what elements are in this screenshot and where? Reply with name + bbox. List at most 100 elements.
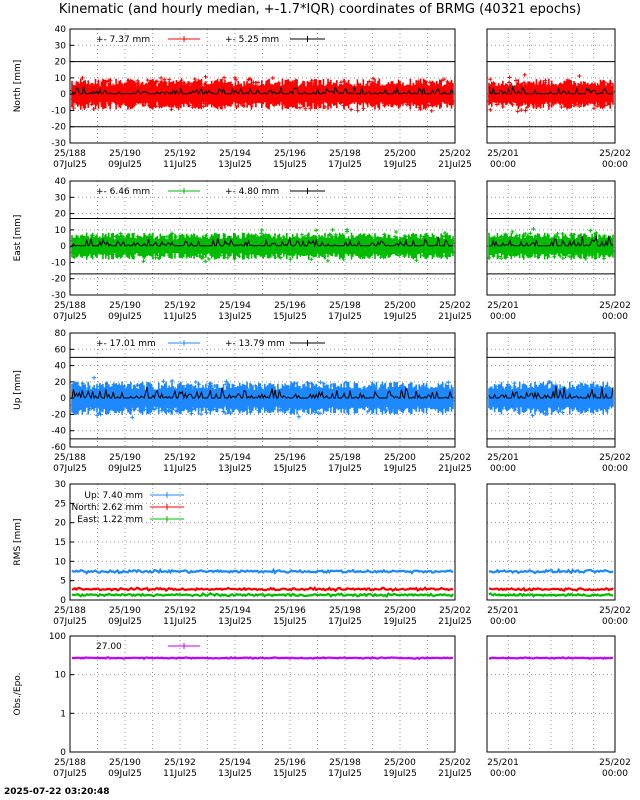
x-tick-label-bottom: 19Jul25 — [383, 312, 417, 322]
data-band — [488, 232, 614, 260]
x-tick-label-top: 25/194 — [219, 301, 251, 311]
x-tick-label-bottom: 21Jul25 — [438, 769, 472, 779]
x-tick-label-bottom: 11Jul25 — [163, 312, 197, 322]
y-axis-label: Up [mm] — [13, 370, 23, 410]
x-tick-label-top: 25/196 — [274, 453, 306, 463]
x-tick-label-bottom: 11Jul25 — [163, 464, 197, 474]
x-tick-label-top: 25/201 — [487, 453, 519, 463]
legend-entry: 27.00 — [96, 642, 122, 652]
plot-frame-zoom — [486, 635, 616, 753]
x-tick-label-top: 25/200 — [384, 606, 416, 616]
legend-entry: +- 4.80 mm — [225, 187, 279, 197]
x-tick-label-top: 25/192 — [164, 301, 196, 311]
y-tick-label: 15 — [55, 538, 66, 548]
chart-title: Kinematic (and hourly median, +-1.7*IQR)… — [58, 2, 582, 17]
x-tick-label-bottom: 13Jul25 — [218, 312, 252, 322]
y-tick-label: -20 — [51, 123, 66, 133]
x-tick-label-bottom: 07Jul25 — [53, 312, 87, 322]
x-tick-label-bottom: 15Jul25 — [273, 160, 307, 170]
series-Up-main — [71, 567, 454, 575]
x-tick-label-top: 25/202 — [599, 606, 631, 616]
median-line — [488, 84, 613, 95]
data-line — [71, 586, 454, 593]
legend-entry: East: 1.22 mm — [77, 515, 143, 525]
x-tick-label-top: 25/196 — [274, 758, 306, 768]
x-tick-label-bottom: 11Jul25 — [163, 769, 197, 779]
x-tick-label-top: 25/201 — [487, 301, 519, 311]
y-tick-label: 30 — [55, 480, 67, 490]
x-tick-label-top: 25/190 — [109, 606, 141, 616]
y-tick-label: 0 — [60, 748, 66, 758]
x-tick-label-top: 25/190 — [109, 758, 141, 768]
plot-frame-main — [69, 180, 456, 296]
y-tick-label: 10 — [55, 226, 67, 236]
data-line — [488, 656, 614, 661]
legend-entry: +- 5.25 mm — [225, 35, 279, 45]
x-tick-label-top: 25/202 — [599, 453, 631, 463]
x-tick-label-top: 25/188 — [54, 758, 86, 768]
x-tick-label-top: 25/198 — [329, 758, 361, 768]
x-tick-label-bottom: 09Jul25 — [108, 617, 142, 627]
median-line — [489, 234, 614, 248]
y-tick-label: -30 — [51, 291, 66, 301]
median-line — [71, 385, 454, 400]
y-tick-label: 10 — [55, 671, 67, 681]
y-tick-label: 40 — [55, 177, 67, 187]
series-Up-zoom — [488, 567, 614, 575]
y-tick-label: -30 — [51, 139, 66, 149]
x-tick-label-top: 25/188 — [54, 606, 86, 616]
x-tick-label-bottom: 17Jul25 — [328, 312, 362, 322]
x-tick-label-top: 25/192 — [164, 149, 196, 159]
y-tick-label: 40 — [55, 25, 67, 35]
x-tick-label-bottom: 19Jul25 — [383, 464, 417, 474]
x-tick-label-bottom: 00:00 — [602, 312, 628, 322]
y-tick-label: 30 — [55, 193, 67, 203]
series-#000000-zoom — [488, 385, 614, 400]
legend-entry: +- 6.46 mm — [96, 187, 150, 197]
y-tick-label: -20 — [51, 410, 66, 420]
plot-frame-zoom — [486, 332, 616, 448]
data-line — [488, 586, 614, 592]
x-tick-label-top: 25/192 — [164, 453, 196, 463]
x-tick-label-bottom: 13Jul25 — [218, 464, 252, 474]
y-tick-label: 60 — [55, 345, 67, 355]
series-#c000ff-main — [71, 655, 454, 661]
x-tick-label-bottom: 17Jul25 — [328, 160, 362, 170]
series-#000000-main — [71, 85, 454, 96]
y-tick-label: 80 — [55, 329, 67, 339]
x-tick-label-bottom: 17Jul25 — [328, 464, 362, 474]
x-tick-label-bottom: 00:00 — [602, 617, 628, 627]
x-tick-label-bottom: 00:00 — [602, 160, 628, 170]
x-tick-label-bottom: 00:00 — [490, 312, 516, 322]
series-#000000-main — [71, 385, 454, 400]
x-tick-label-top: 25/192 — [164, 758, 196, 768]
x-tick-label-bottom: 07Jul25 — [53, 617, 87, 627]
median-line — [71, 85, 454, 96]
x-tick-label-bottom: 21Jul25 — [438, 312, 472, 322]
y-tick-label: -20 — [51, 275, 66, 285]
y-tick-label: 20 — [55, 519, 67, 529]
x-tick-label-top: 25/202 — [439, 758, 471, 768]
plot-frame-main — [69, 332, 456, 448]
y-tick-label: 0 — [60, 394, 66, 404]
y-tick-label: 40 — [55, 362, 67, 372]
legend-entry: Up: 7.40 mm — [84, 491, 143, 501]
x-tick-label-bottom: 09Jul25 — [108, 769, 142, 779]
x-tick-label-top: 25/196 — [274, 149, 306, 159]
x-tick-label-top: 25/190 — [109, 301, 141, 311]
x-tick-label-top: 25/202 — [439, 301, 471, 311]
legend-entry: +- 7.37 mm — [96, 35, 150, 45]
x-tick-label-top: 25/200 — [384, 149, 416, 159]
x-tick-label-top: 25/202 — [599, 301, 631, 311]
median-line — [71, 236, 454, 248]
x-tick-label-bottom: 00:00 — [602, 464, 628, 474]
x-tick-label-top: 25/200 — [384, 453, 416, 463]
legend-entry: +- 17.01 mm — [96, 339, 156, 349]
x-tick-label-top: 25/198 — [329, 301, 361, 311]
x-tick-label-bottom: 07Jul25 — [53, 160, 87, 170]
x-tick-label-bottom: 17Jul25 — [328, 769, 362, 779]
x-tick-label-bottom: 09Jul25 — [108, 312, 142, 322]
y-tick-label: -10 — [51, 258, 66, 268]
data-line — [71, 655, 454, 661]
